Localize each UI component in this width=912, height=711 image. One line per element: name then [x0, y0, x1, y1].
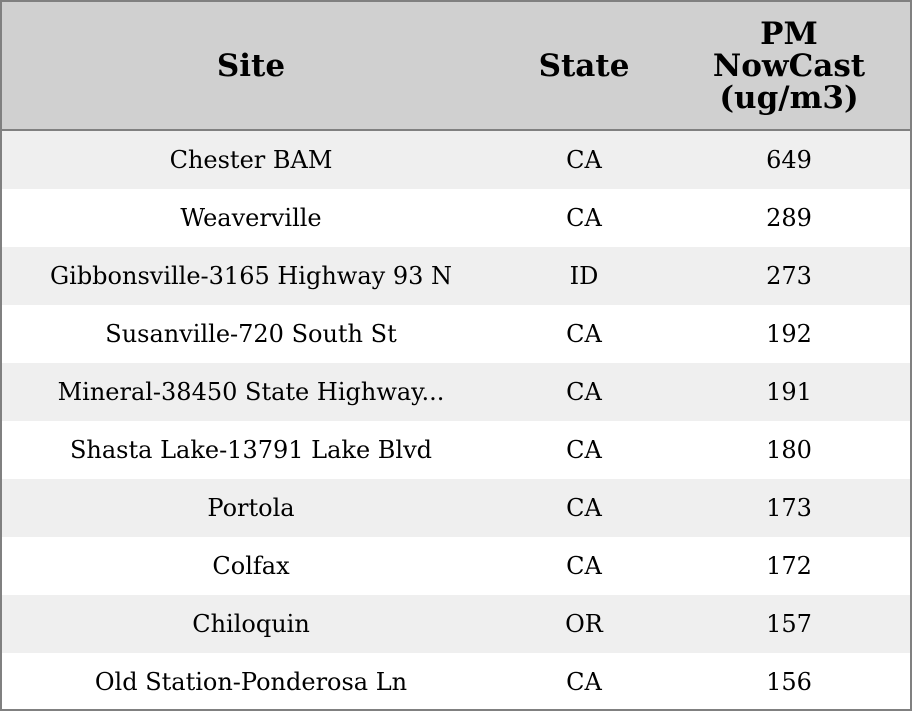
cell-pm-nowcast: 173: [668, 479, 910, 537]
cell-state: CA: [500, 537, 668, 595]
cell-state: ID: [500, 247, 668, 305]
cell-pm-nowcast: 180: [668, 421, 910, 479]
table-row: Colfax CA 172: [2, 537, 910, 595]
cell-pm-nowcast: 649: [668, 130, 910, 189]
cell-pm-nowcast: 273: [668, 247, 910, 305]
table-row: Chester BAM CA 649: [2, 130, 910, 189]
cell-pm-nowcast: 191: [668, 363, 910, 421]
cell-site: Colfax: [2, 537, 500, 595]
cell-state: CA: [500, 653, 668, 709]
cell-state: CA: [500, 479, 668, 537]
header-pm-line3: (ug/m3): [719, 79, 859, 116]
header-state-label: State: [538, 47, 630, 84]
cell-site: Old Station-Ponderosa Ln: [2, 653, 500, 709]
cell-site: Chiloquin: [2, 595, 500, 653]
cell-pm-nowcast: 156: [668, 653, 910, 709]
table-row: Susanville-720 South St CA 192: [2, 305, 910, 363]
cell-site: Shasta Lake-13791 Lake Blvd: [2, 421, 500, 479]
cell-pm-nowcast: 289: [668, 189, 910, 247]
cell-pm-nowcast: 172: [668, 537, 910, 595]
cell-site: Mineral-38450 State Highway...: [2, 363, 500, 421]
table-row: Old Station-Ponderosa Ln CA 156: [2, 653, 910, 709]
header-pm-nowcast: PM NowCast (ug/m3): [668, 2, 910, 131]
header-site-label: Site: [216, 47, 286, 84]
cell-pm-nowcast: 157: [668, 595, 910, 653]
table-row: Chiloquin OR 157: [2, 595, 910, 653]
cell-site: Portola: [2, 479, 500, 537]
header-pm-line2: NowCast: [712, 47, 866, 84]
cell-state: CA: [500, 363, 668, 421]
cell-state: OR: [500, 595, 668, 653]
table-row: Mineral-38450 State Highway... CA 191: [2, 363, 910, 421]
cell-site: Gibbonsville-3165 Highway 93 N: [2, 247, 500, 305]
header-row: Site State PM NowCast (ug/m3): [2, 2, 910, 131]
table-row: Shasta Lake-13791 Lake Blvd CA 180: [2, 421, 910, 479]
cell-state: CA: [500, 189, 668, 247]
cell-state: CA: [500, 305, 668, 363]
header-state: State: [500, 2, 668, 131]
cell-site: Susanville-720 South St: [2, 305, 500, 363]
cell-state: CA: [500, 130, 668, 189]
cell-site: Weaverville: [2, 189, 500, 247]
cell-site: Chester BAM: [2, 130, 500, 189]
header-site: Site: [2, 2, 500, 131]
cell-state: CA: [500, 421, 668, 479]
table-row: Weaverville CA 289: [2, 189, 910, 247]
header-pm-line1: PM: [760, 15, 818, 52]
table-row: Gibbonsville-3165 Highway 93 N ID 273: [2, 247, 910, 305]
cell-pm-nowcast: 192: [668, 305, 910, 363]
table-row: Portola CA 173: [2, 479, 910, 537]
